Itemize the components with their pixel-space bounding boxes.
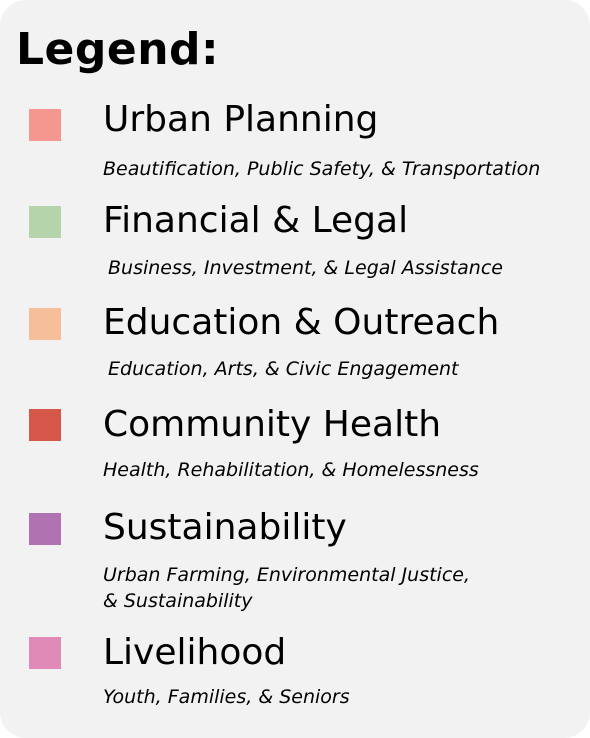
community-health-label: Community Health: [103, 404, 442, 445]
livelihood-description: Youth, Families, & Seniors: [103, 686, 350, 708]
urban-planning-label: Urban Planning: [103, 99, 379, 140]
education-outreach-label: Education & Outreach: [103, 302, 500, 343]
financial-legal-swatch: [29, 206, 61, 238]
sustainability-swatch: [29, 513, 61, 545]
financial-legal-label: Financial & Legal: [103, 200, 409, 241]
urban-planning-description: Beautification, Public Safety, & Transpo…: [103, 158, 541, 180]
community-health-swatch: [29, 409, 61, 441]
education-outreach-swatch: [29, 308, 61, 340]
urban-planning-swatch: [29, 109, 61, 141]
livelihood-label: Livelihood: [103, 632, 287, 673]
community-health-description: Health, Rehabilitation, & Homelessness: [103, 459, 479, 481]
sustainability-description: Urban Farming, Environmental Justice, & …: [103, 564, 471, 612]
financial-legal-description: Business, Investment, & Legal Assistance: [108, 257, 503, 279]
education-outreach-description: Education, Arts, & Civic Engagement: [108, 358, 459, 380]
sustainability-label: Sustainability: [103, 507, 347, 548]
legend-title: Legend:: [16, 24, 220, 75]
livelihood-swatch: [29, 637, 61, 669]
